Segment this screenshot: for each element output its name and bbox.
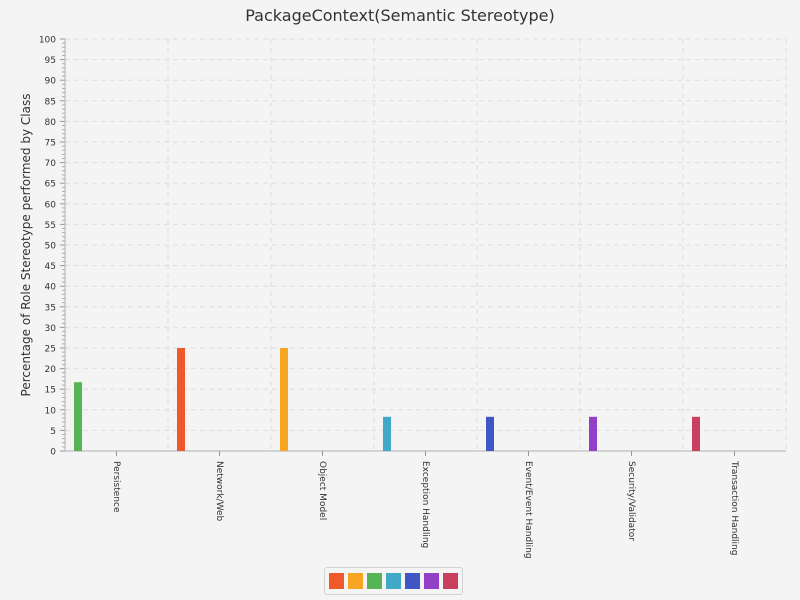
chart-title: PackageContext(Semantic Stereotype) bbox=[245, 6, 555, 25]
y-tick-label: 70 bbox=[45, 159, 57, 169]
x-tick-label: Network/Web bbox=[214, 461, 224, 522]
bar bbox=[177, 348, 185, 451]
x-tick-label: Event/Event Handling bbox=[523, 461, 533, 559]
legend-swatch bbox=[424, 573, 439, 589]
y-tick-label: 40 bbox=[45, 283, 57, 293]
legend-swatch bbox=[348, 573, 363, 589]
legend-swatch bbox=[405, 573, 420, 589]
legend-swatch bbox=[386, 573, 401, 589]
bar bbox=[383, 416, 391, 451]
y-tick-label: 95 bbox=[45, 56, 56, 66]
legend-swatch bbox=[443, 573, 458, 589]
bar bbox=[692, 416, 700, 451]
x-tick-label: Persistence bbox=[111, 461, 121, 513]
x-tick-label: Transaction Handling bbox=[729, 460, 739, 555]
y-tick-label: 100 bbox=[39, 36, 56, 46]
y-tick-label: 90 bbox=[45, 77, 57, 87]
y-tick-label: 45 bbox=[45, 262, 56, 272]
y-tick-label: 80 bbox=[45, 118, 57, 128]
y-tick-label: 5 bbox=[50, 427, 56, 437]
y-tick-label: 10 bbox=[45, 406, 57, 416]
y-tick-label: 60 bbox=[45, 200, 57, 210]
y-tick-label: 20 bbox=[45, 365, 57, 375]
legend-swatch bbox=[367, 573, 382, 589]
chart-legend bbox=[324, 567, 463, 595]
bar bbox=[280, 348, 288, 451]
y-axis-label: Percentage of Role Stereotype performed … bbox=[19, 94, 33, 397]
y-tick-label: 30 bbox=[45, 324, 57, 334]
y-tick-label: 25 bbox=[45, 345, 56, 355]
y-tick-label: 50 bbox=[45, 242, 57, 252]
y-tick-label: 55 bbox=[45, 221, 56, 231]
y-tick-label: 15 bbox=[45, 386, 56, 396]
bar bbox=[589, 416, 597, 451]
y-tick-label: 85 bbox=[45, 97, 56, 107]
x-tick-label: Object Model bbox=[317, 461, 327, 520]
legend-swatch bbox=[329, 573, 344, 589]
y-tick-label: 65 bbox=[45, 180, 56, 190]
bar bbox=[74, 382, 82, 451]
x-tick-label: Security/Validator bbox=[626, 461, 636, 541]
y-tick-label: 35 bbox=[45, 303, 56, 313]
y-tick-label: 75 bbox=[45, 139, 56, 149]
bar bbox=[486, 416, 494, 451]
y-tick-label: 0 bbox=[50, 448, 56, 458]
x-tick-label: Exception Handling bbox=[420, 461, 430, 548]
